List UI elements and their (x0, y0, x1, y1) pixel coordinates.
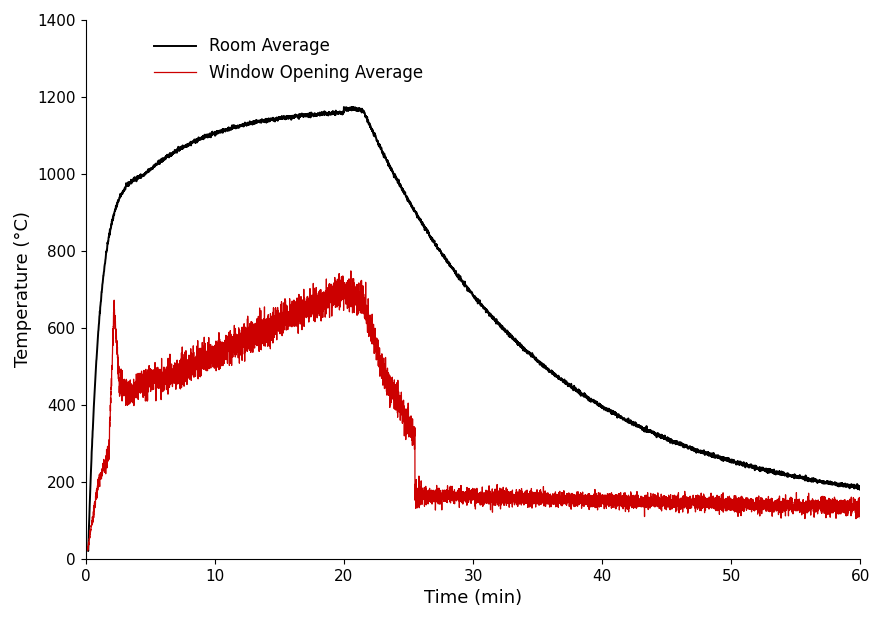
Window Opening Average (80, 546, 91, 554)
Window Opening Average (346, 267, 356, 274)
X-axis label: Time (min): Time (min) (424, 589, 522, 607)
Legend: Room Average, Window Opening Average: Room Average, Window Opening Average (148, 30, 431, 88)
Room Average (83, 547, 94, 555)
Room Average (793, 473, 804, 481)
Line: Room Average: Room Average (86, 107, 860, 551)
Room Average (407, 203, 417, 211)
Window Opening Average (119, 381, 130, 389)
Window Opening Average (573, 491, 583, 498)
Room Average (348, 103, 359, 111)
Y-axis label: Temperature (°C): Temperature (°C) (14, 211, 32, 368)
Room Average (832, 482, 842, 489)
Window Opening Average (655, 496, 666, 503)
Window Opening Average (697, 499, 707, 506)
Window Opening Average (81, 548, 92, 556)
Window Opening Average (361, 309, 371, 316)
Room Average (413, 213, 423, 220)
Room Average (855, 484, 865, 491)
Room Average (80, 545, 91, 553)
Room Average (449, 266, 460, 273)
Line: Window Opening Average: Window Opening Average (86, 271, 860, 552)
Window Opening Average (539, 497, 550, 505)
Window Opening Average (855, 514, 865, 522)
Room Average (644, 428, 654, 436)
